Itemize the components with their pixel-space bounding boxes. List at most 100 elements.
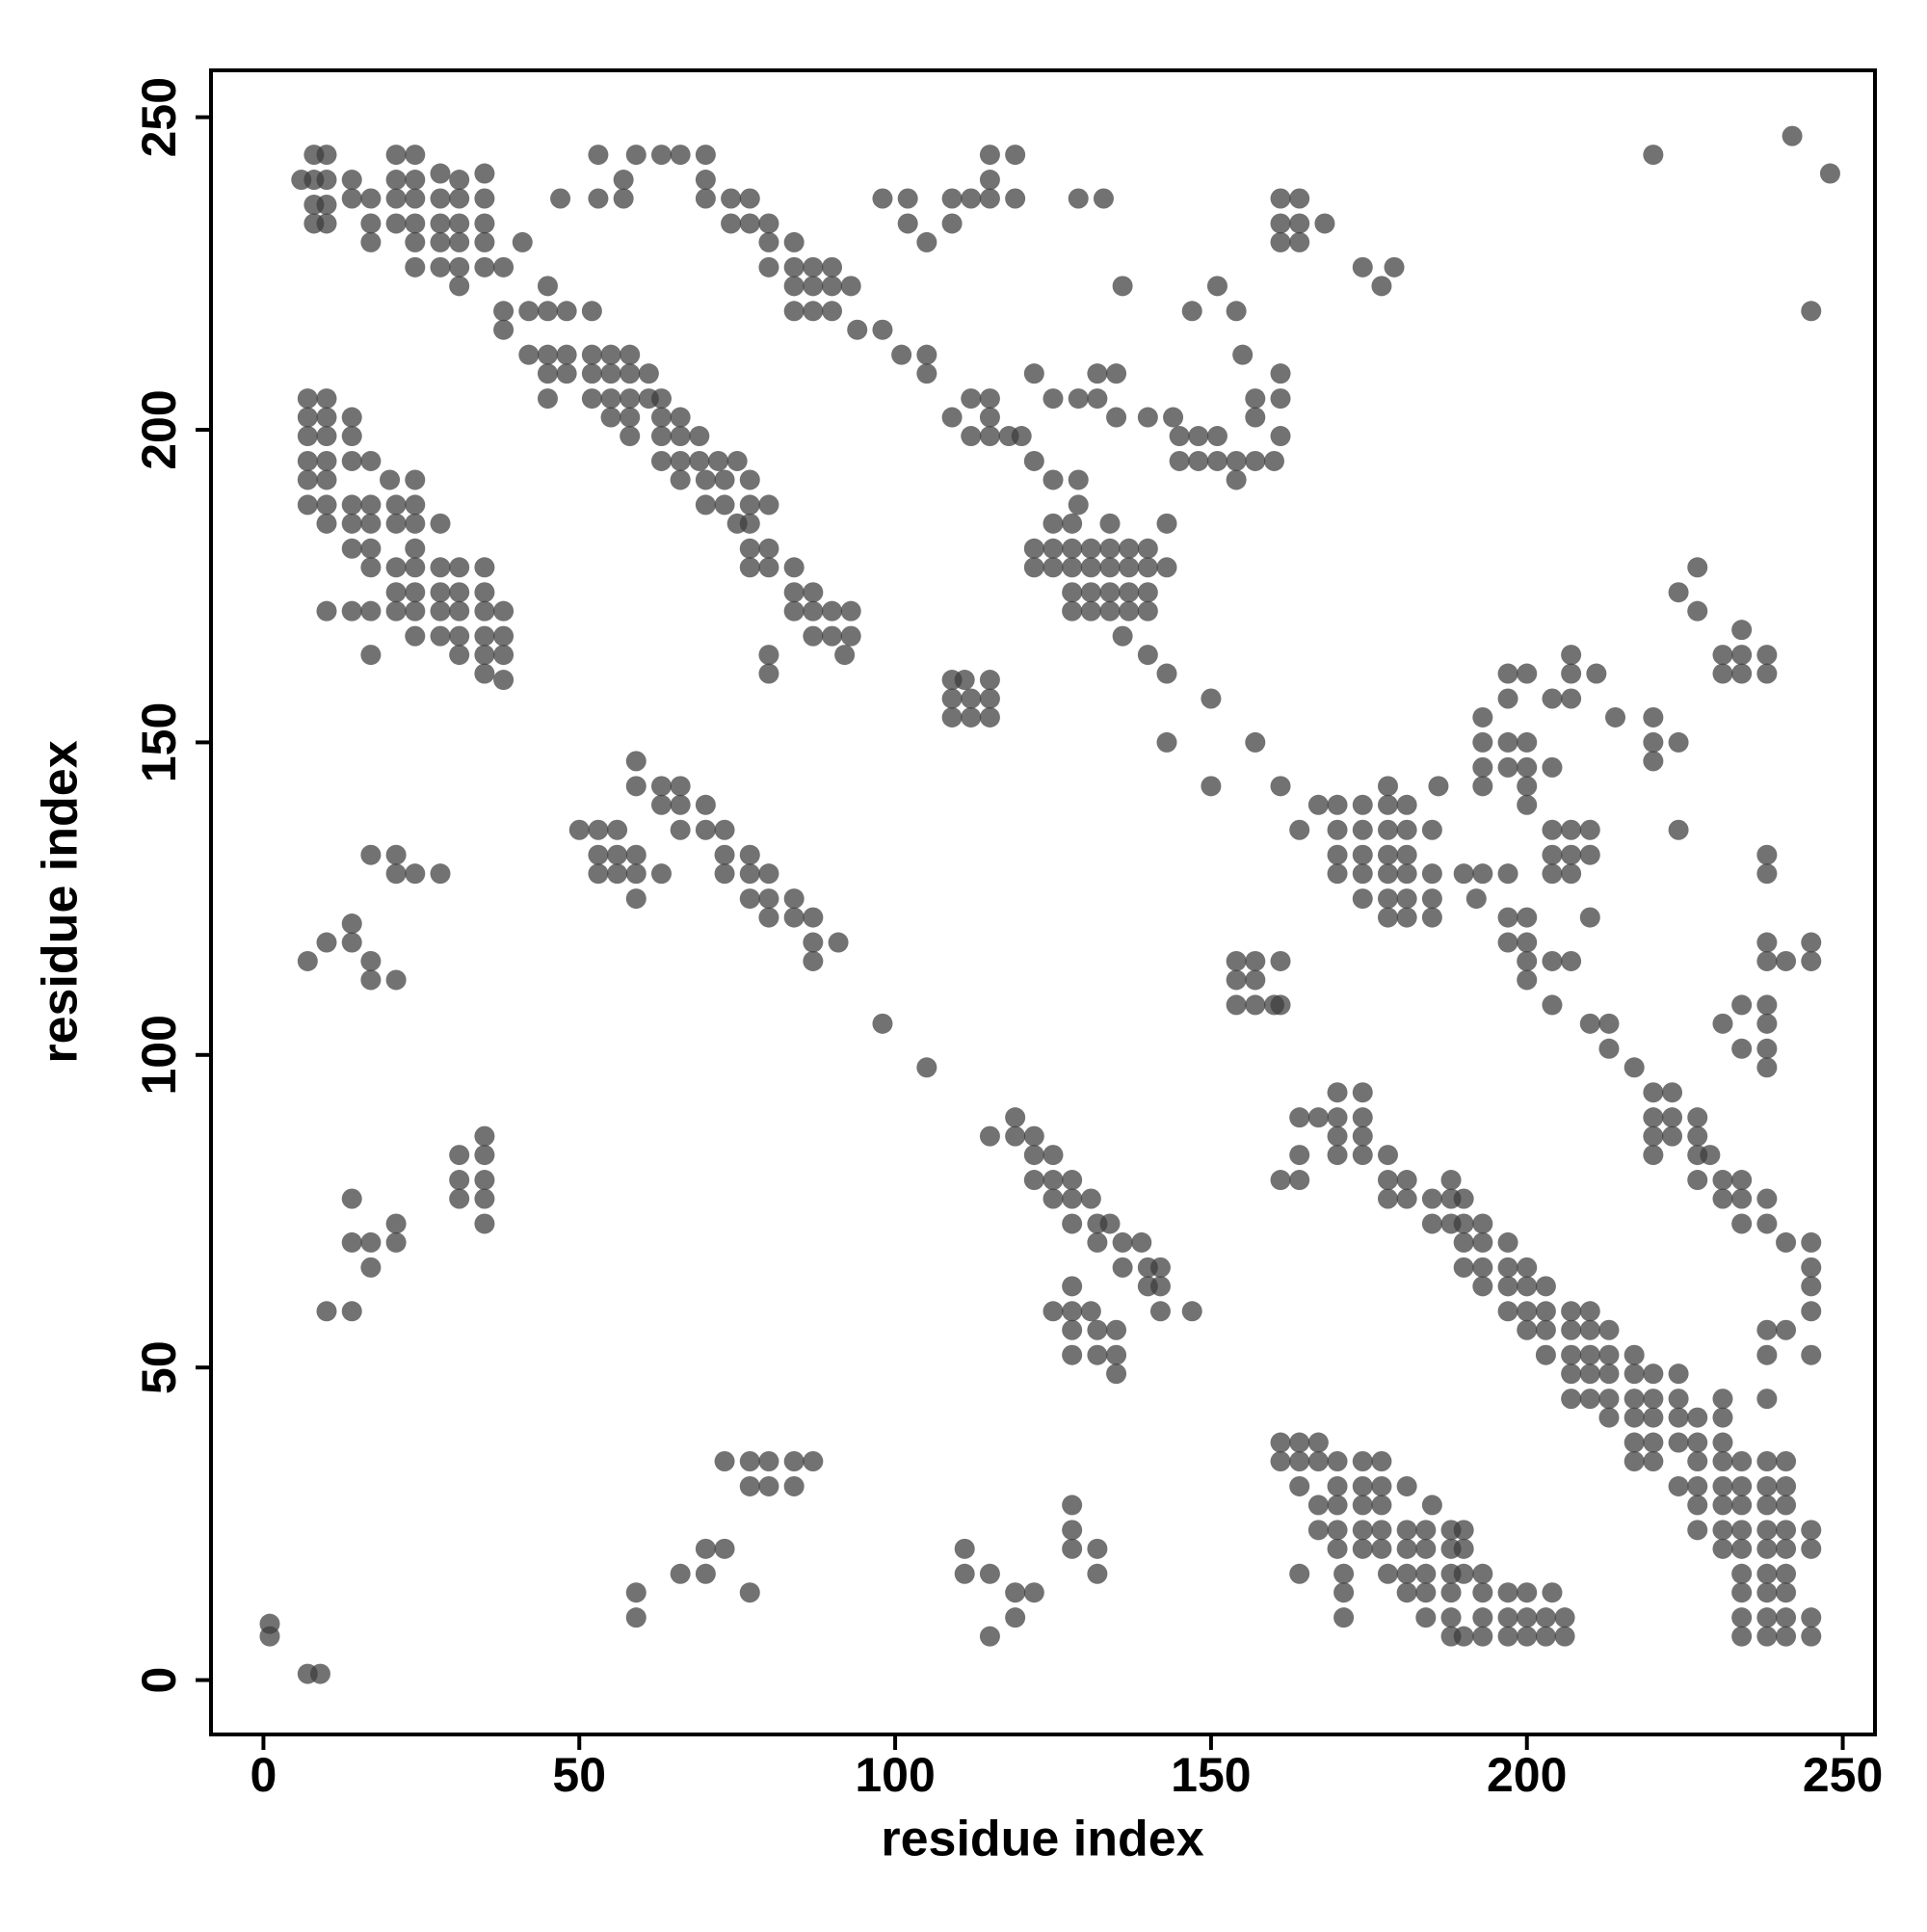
contact-point (1598, 1344, 1620, 1365)
contact-point (739, 1475, 760, 1496)
contact-point (1352, 1082, 1373, 1103)
contact-point (474, 231, 495, 252)
contact-point (1137, 407, 1158, 428)
contact-point (1801, 1344, 1822, 1365)
contact-point (726, 450, 748, 471)
contact-point (449, 582, 470, 603)
contact-point (670, 426, 691, 447)
contact-point (689, 426, 710, 447)
contact-point (739, 188, 760, 209)
contact-point (1561, 688, 1582, 709)
contact-point (1687, 1107, 1708, 1128)
contact-point (1712, 1170, 1733, 1191)
contact-point (1497, 1257, 1518, 1278)
contact-point (1623, 1344, 1645, 1365)
contact-point (758, 256, 779, 278)
contact-point (493, 600, 515, 622)
contact-point (1542, 950, 1563, 971)
contact-point (1497, 907, 1518, 928)
contact-point (600, 363, 621, 384)
contact-point (341, 1188, 362, 1209)
contact-point (1112, 1231, 1133, 1253)
contact-point (1245, 994, 1266, 1016)
contact-point (638, 363, 659, 384)
contact-point (1226, 469, 1247, 490)
contact-point (341, 494, 362, 516)
contact-point (1801, 1301, 1822, 1322)
contact-point (1535, 1276, 1556, 1297)
contact-point (1396, 907, 1417, 928)
contact-point (1579, 1389, 1600, 1410)
contact-point (1169, 450, 1190, 471)
contact-point (1333, 1607, 1355, 1628)
contact-point (405, 494, 426, 516)
contact-point (1062, 1276, 1083, 1297)
contact-point (405, 538, 426, 559)
contact-point (721, 213, 742, 234)
contact-point (670, 145, 691, 166)
contact-point (979, 688, 1000, 709)
contact-point (1080, 1301, 1101, 1322)
x-tick-label: 200 (1487, 1748, 1567, 1802)
contact-point (1517, 731, 1538, 753)
contact-point (1156, 557, 1177, 578)
contact-point (1068, 469, 1089, 490)
contact-point (1542, 844, 1563, 865)
contact-point (1421, 819, 1442, 840)
contact-point (1756, 1188, 1778, 1209)
contact-point (1327, 1495, 1348, 1516)
contact-point (430, 188, 451, 209)
contact-point (1643, 1125, 1664, 1147)
contact-point (979, 1626, 1000, 1647)
contact-point (474, 582, 495, 603)
contact-point (430, 256, 451, 278)
contact-point (259, 1626, 280, 1647)
contact-point (474, 1125, 495, 1147)
contact-point (650, 426, 672, 447)
contact-point (695, 819, 716, 840)
contact-point (474, 1188, 495, 1209)
contact-point (758, 907, 779, 928)
y-tick-label: 100 (132, 1015, 186, 1095)
contact-point (1327, 1475, 1348, 1496)
contact-point (449, 213, 470, 234)
contact-point (309, 1663, 330, 1684)
contact-point (474, 1170, 495, 1191)
contact-point (1087, 388, 1108, 410)
contact-point (1712, 1013, 1733, 1034)
contact-point (1535, 1319, 1556, 1340)
contact-point (1561, 950, 1582, 971)
contact-point (979, 1125, 1000, 1147)
contact-point (1579, 907, 1600, 928)
contact-point (714, 1450, 735, 1471)
contact-point (1289, 188, 1310, 209)
contact-point (1396, 1475, 1417, 1496)
contact-point (1776, 1520, 1797, 1541)
contact-point (1263, 450, 1284, 471)
contact-point (1099, 557, 1121, 578)
contact-point (405, 256, 426, 278)
contact-point (1731, 994, 1753, 1016)
contact-point (1307, 794, 1329, 815)
contact-point (1245, 450, 1266, 471)
contact-point (1137, 557, 1158, 578)
contact-point (1756, 994, 1778, 1016)
contact-point (385, 213, 407, 234)
contact-point (1396, 1188, 1417, 1209)
contact-point (1099, 600, 1121, 622)
contact-point (1396, 819, 1417, 840)
contact-point (493, 319, 515, 340)
contact-point (1579, 1319, 1600, 1340)
contact-point (297, 407, 318, 428)
contact-point (385, 494, 407, 516)
contact-point (695, 170, 716, 191)
contact-point (1643, 751, 1664, 772)
contact-point (1712, 663, 1733, 684)
contact-point (1517, 1607, 1538, 1628)
contact-point (714, 844, 735, 865)
contact-point (316, 600, 337, 622)
contact-point (1352, 819, 1373, 840)
contact-point (1062, 513, 1083, 534)
contact-point (1819, 163, 1840, 184)
contact-point (474, 1213, 495, 1234)
